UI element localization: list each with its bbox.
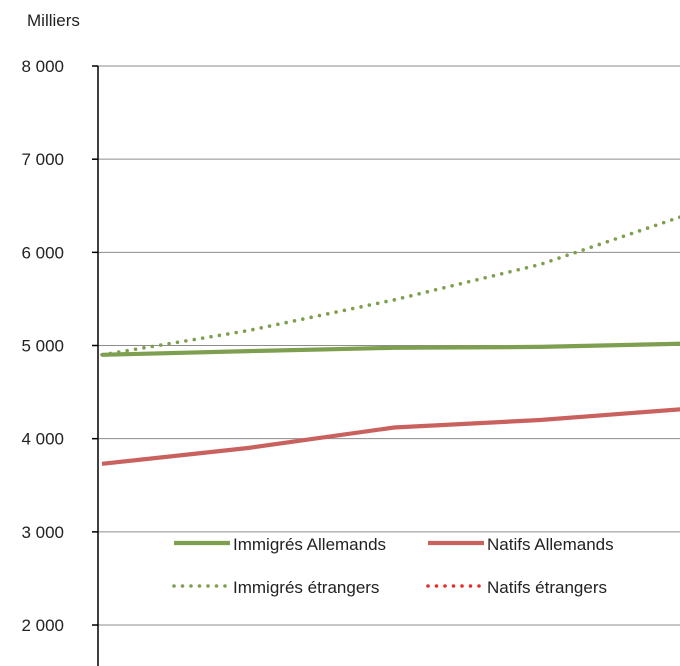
gridlines — [98, 65, 680, 626]
legend-label-3: Natifs étrangers — [487, 578, 607, 597]
series-line-1 — [101, 407, 680, 466]
series-line-2 — [100, 215, 680, 357]
legend-label-2: Immigrés étrangers — [233, 578, 379, 597]
y-axis-unit-label: Milliers — [27, 11, 80, 30]
legend-label-0: Immigrés Allemands — [233, 535, 386, 554]
series-line-0 — [101, 341, 680, 357]
y-tick-label-7000: 7 000 — [21, 150, 64, 169]
y-tick-label-3000: 3 000 — [21, 523, 64, 542]
y-tick-label-5000: 5 000 — [21, 337, 64, 356]
legend-label-1: Natifs Allemands — [487, 535, 614, 554]
y-axis-ticks: 2 000 3 000 4 000 5 000 6 000 7 000 8 000 — [21, 57, 98, 635]
series-lines — [100, 215, 680, 466]
y-tick-label-8000: 8 000 — [21, 57, 64, 76]
y-tick-label-2000: 2 000 — [21, 616, 64, 635]
legend: Immigrés Allemands Natifs Allemands Immigr… — [172, 535, 614, 597]
y-tick-label-4000: 4 000 — [21, 430, 64, 449]
y-tick-label-6000: 6 000 — [21, 243, 64, 262]
